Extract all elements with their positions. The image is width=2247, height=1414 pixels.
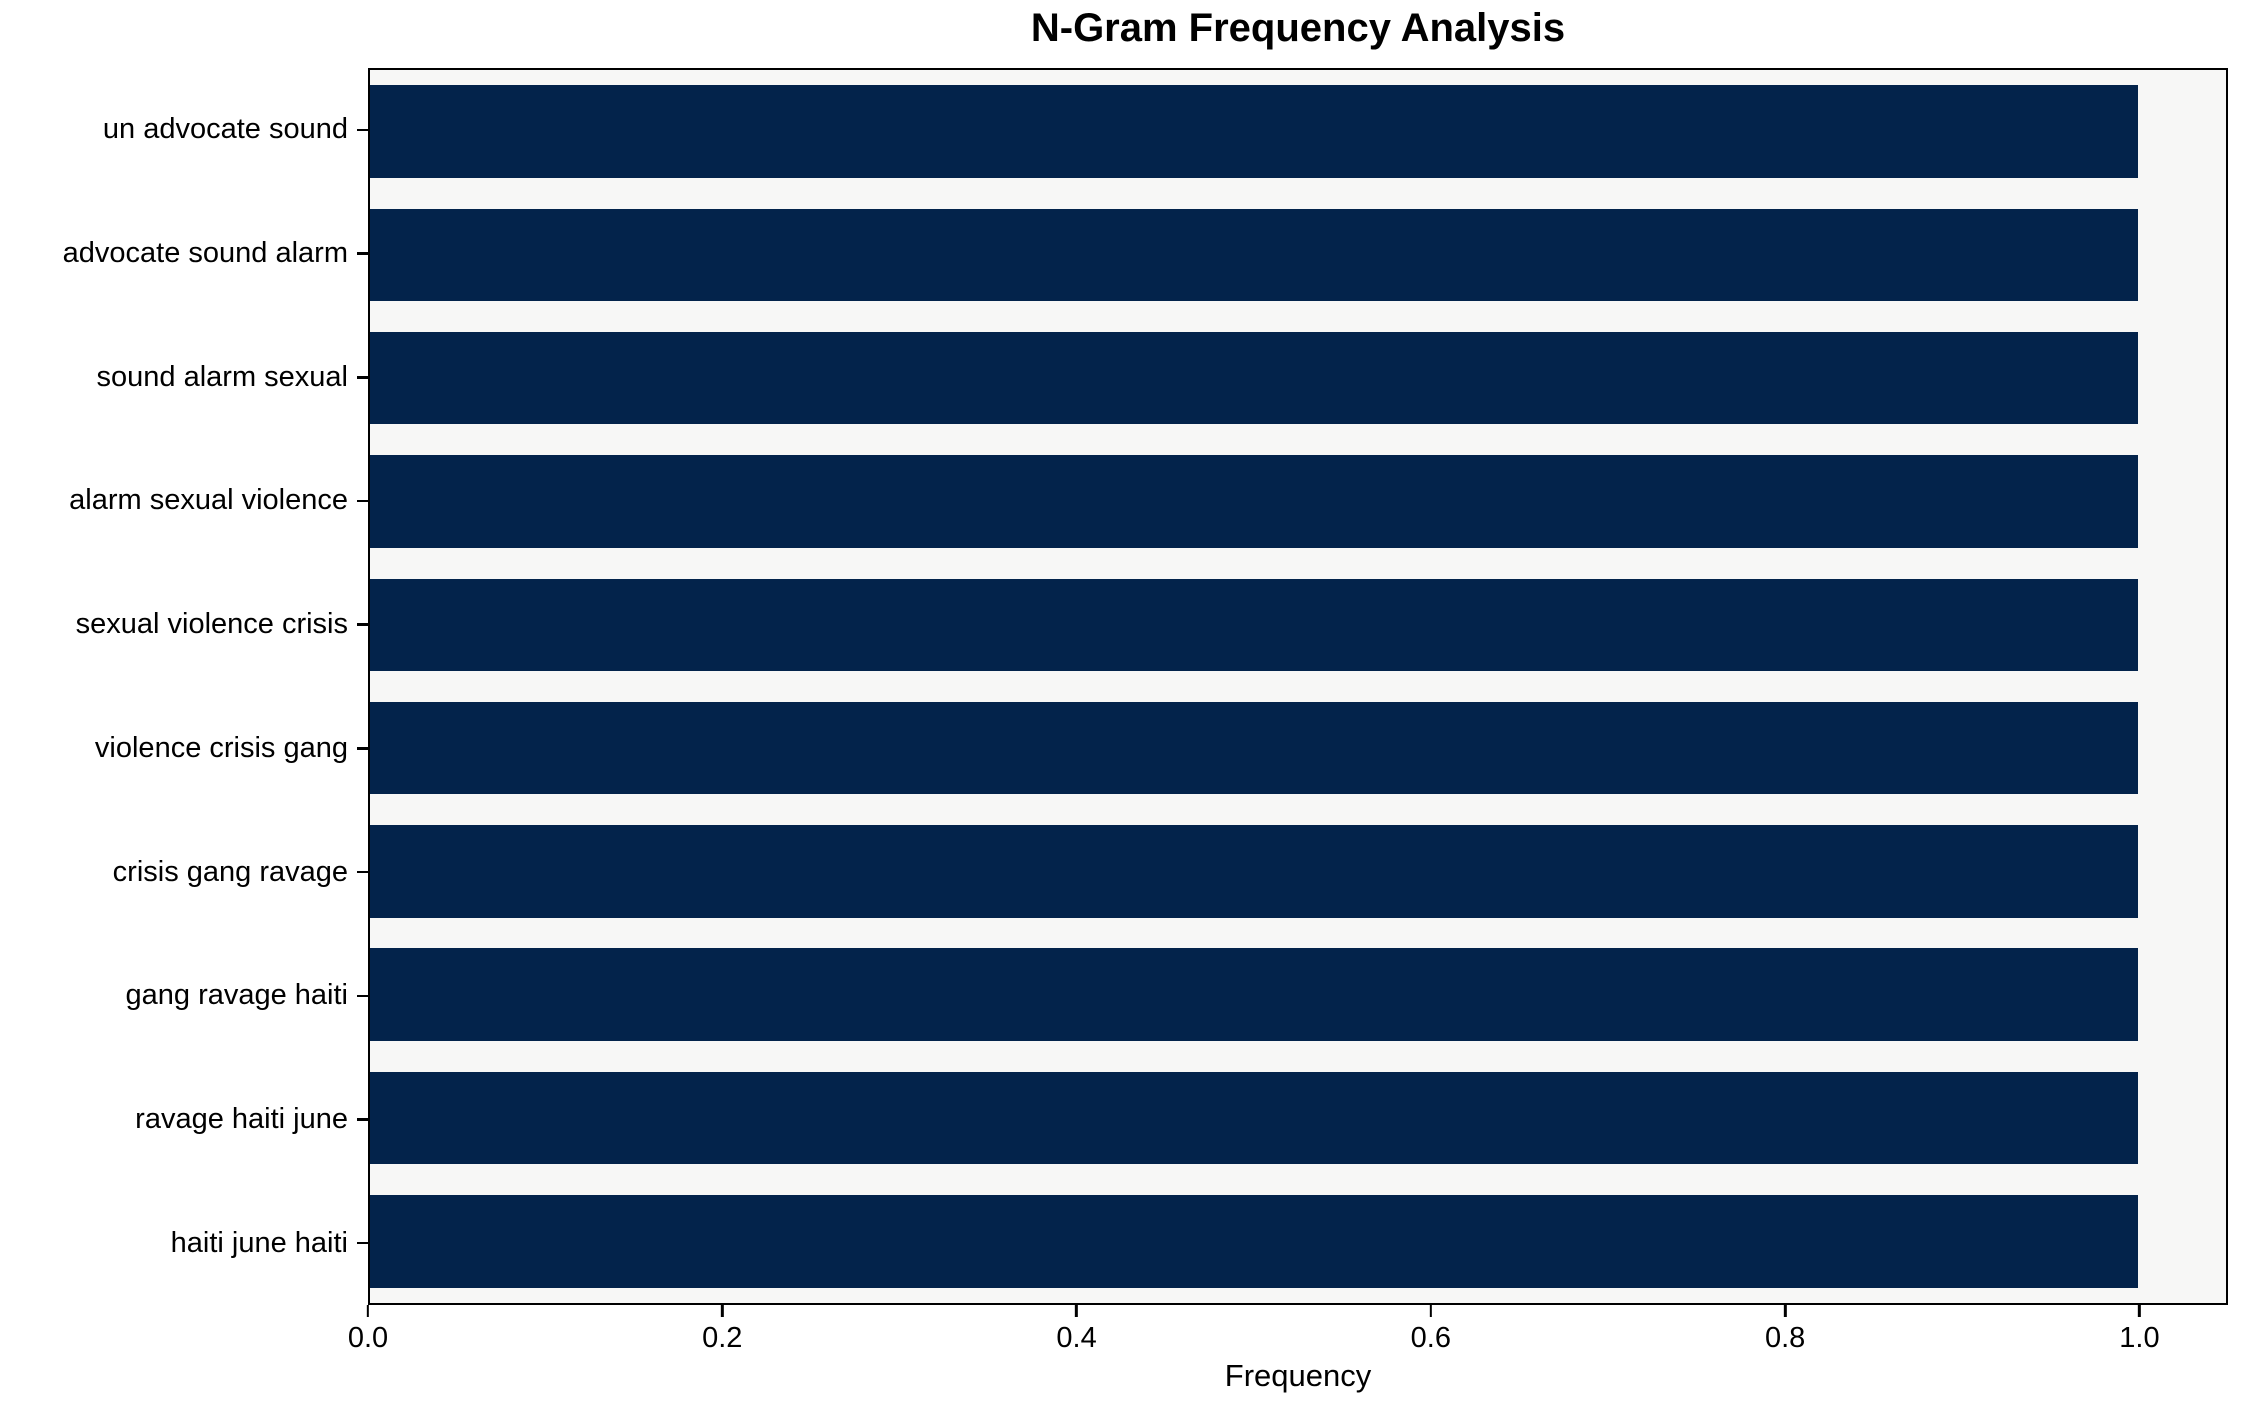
x-tick-mark (721, 1305, 724, 1317)
y-tick-label: sound alarm sexual (96, 360, 348, 393)
bar (370, 948, 2138, 1041)
y-tick-mark (357, 128, 368, 132)
y-tick: gang ravage haiti (0, 934, 368, 1058)
x-tick-mark (1075, 1305, 1078, 1317)
x-tick-label: 0.8 (1764, 1322, 1806, 1354)
y-tick-label: un advocate sound (102, 113, 348, 146)
chart-title: N-Gram Frequency Analysis (1030, 6, 1566, 50)
x-tick-mark (366, 1305, 370, 1317)
x-tick: 0.2 (702, 1305, 742, 1355)
y-tick-label: violence crisis gang (94, 731, 348, 764)
y-tick-label: alarm sexual violence (69, 484, 348, 517)
x-tick: 0.8 (1765, 1305, 1805, 1355)
y-tick-mark (357, 376, 368, 379)
y-tick: crisis gang ravage (0, 810, 368, 934)
y-tick-mark (357, 870, 368, 874)
y-tick: advocate sound alarm (0, 192, 368, 316)
y-tick: un advocate sound (0, 68, 368, 192)
y-tick-mark (357, 1118, 368, 1121)
y-tick-label: sexual violence crisis (75, 608, 348, 641)
y-tick: sound alarm sexual (0, 315, 368, 439)
x-tick-label: 0.4 (1056, 1322, 1097, 1354)
y-tick-label: haiti june haiti (170, 1226, 348, 1259)
bar (370, 701, 2138, 795)
x-tick: 0.6 (1411, 1305, 1451, 1355)
y-tick-label: ravage haiti june (135, 1102, 348, 1135)
x-axis: 0.0 0.2 0.4 0.6 0.8 1.0 (348, 1305, 2228, 1375)
x-tick: 0.0 (348, 1305, 388, 1355)
x-tick: 0.4 (1056, 1305, 1097, 1355)
plot-area (368, 68, 2228, 1305)
bar-row (370, 810, 2226, 933)
y-tick-mark (357, 499, 368, 503)
y-tick-mark (357, 252, 368, 255)
bar (370, 578, 2138, 672)
x-tick-label: 0.0 (347, 1322, 389, 1354)
x-tick-mark (1783, 1305, 1787, 1317)
bar-row (370, 440, 2226, 563)
bar-row (370, 1056, 2226, 1179)
y-tick: sexual violence crisis (0, 563, 368, 687)
y-tick: ravage haiti june (0, 1058, 368, 1182)
y-tick-label: advocate sound alarm (62, 237, 348, 270)
x-axis-title: Frequency (1224, 1358, 1372, 1393)
bar-row (370, 563, 2226, 686)
bar-row (370, 1180, 2226, 1303)
bar-row (370, 933, 2226, 1056)
x-tick-mark (1429, 1305, 1433, 1317)
bar-row (370, 686, 2226, 809)
bar-row (370, 317, 2226, 440)
x-tick-label: 0.2 (702, 1322, 743, 1354)
bar (370, 1071, 2138, 1165)
x-tick-label: 0.6 (1410, 1322, 1452, 1354)
x-tick-mark (2138, 1305, 2141, 1317)
y-tick: haiti june haiti (0, 1181, 368, 1305)
y-tick: alarm sexual violence (0, 439, 368, 563)
bar (370, 825, 2138, 918)
y-tick-label: crisis gang ravage (112, 855, 348, 888)
y-axis: un advocate sound advocate sound alarm sou… (0, 68, 368, 1305)
x-tick: 1.0 (2119, 1305, 2160, 1355)
y-tick-mark (357, 1241, 368, 1245)
x-tick-label: 1.0 (2119, 1322, 2160, 1354)
bar (370, 208, 2138, 302)
bar (370, 85, 2138, 178)
y-tick-label: gang ravage haiti (125, 979, 349, 1012)
y-tick-mark (357, 623, 368, 626)
bar (370, 332, 2138, 425)
bar-row (370, 70, 2226, 193)
y-tick-mark (357, 994, 368, 998)
bar (370, 455, 2138, 548)
y-tick: violence crisis gang (0, 687, 368, 811)
bar-row (370, 193, 2226, 316)
bar (370, 1195, 2138, 1288)
bars-container (370, 70, 2226, 1303)
y-tick-mark (357, 747, 368, 750)
